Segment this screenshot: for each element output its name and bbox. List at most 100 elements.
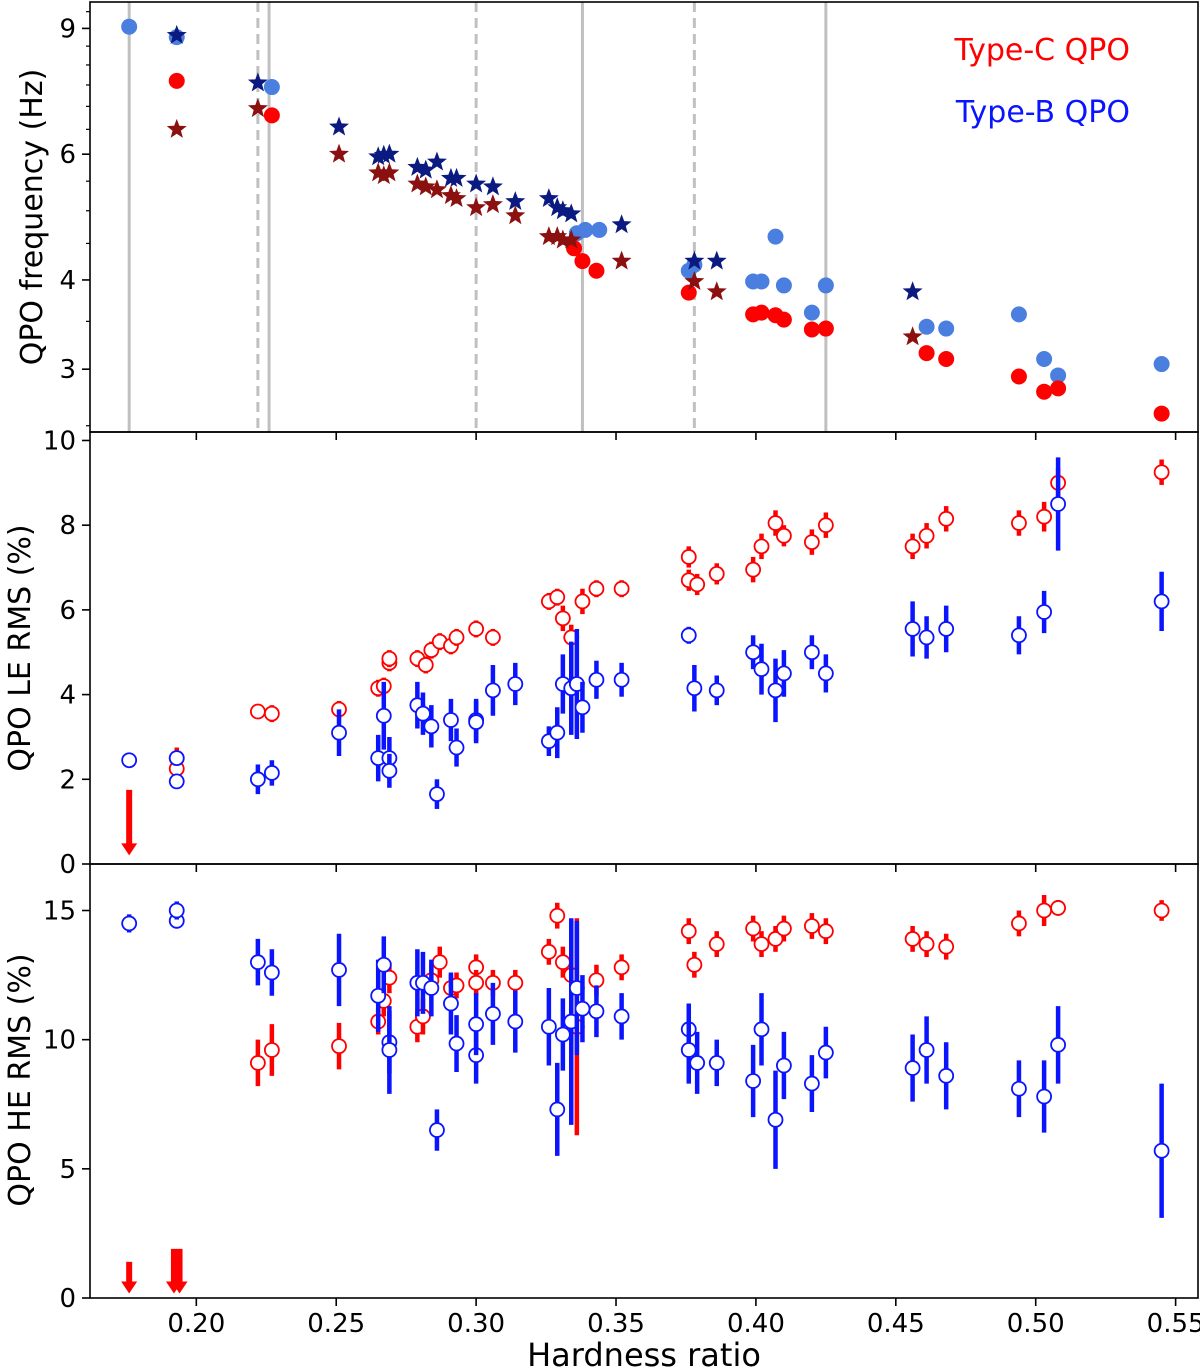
y-tick-label: 0 bbox=[59, 850, 76, 880]
data-point-open bbox=[415, 705, 431, 722]
upper-limit-arrow-head bbox=[121, 1281, 138, 1294]
data-star bbox=[902, 281, 923, 301]
y-tick-label: 4 bbox=[59, 266, 76, 296]
data-point-open bbox=[680, 627, 697, 644]
data-star bbox=[446, 188, 467, 208]
data-point bbox=[938, 320, 955, 337]
data-point-open bbox=[1011, 515, 1027, 531]
x-tick-label: 0.50 bbox=[1007, 1309, 1065, 1339]
data-point bbox=[817, 320, 834, 337]
data-point-open bbox=[613, 1008, 630, 1025]
data-point-open bbox=[753, 936, 770, 952]
data-point-open bbox=[448, 629, 465, 646]
data-point-open bbox=[1011, 627, 1027, 644]
data-point-open bbox=[249, 1055, 266, 1071]
data-point bbox=[680, 284, 697, 301]
data-point-open bbox=[918, 527, 935, 544]
data-star bbox=[446, 167, 467, 187]
data-star bbox=[538, 226, 559, 246]
data-point-open bbox=[1050, 496, 1067, 512]
data-point-open bbox=[249, 954, 266, 971]
data-point-open bbox=[263, 964, 280, 981]
data-point bbox=[1050, 367, 1067, 384]
top-panel: 3 4 6 9 QPO frequency (Hz) Type-C QPO Type-… bbox=[15, 1, 1199, 440]
data-point-open bbox=[381, 762, 398, 779]
data-point-open bbox=[431, 954, 448, 971]
y-tick-label: 9 bbox=[59, 14, 76, 44]
data-point-open bbox=[817, 517, 834, 534]
data-point bbox=[767, 228, 784, 245]
data-star bbox=[426, 151, 447, 171]
data-point-open bbox=[263, 705, 280, 722]
bottom-data-marks bbox=[121, 895, 1170, 1294]
data-point bbox=[803, 321, 820, 338]
data-point-open bbox=[588, 1003, 605, 1020]
data-star bbox=[902, 326, 923, 346]
data-star bbox=[482, 176, 503, 196]
data-star bbox=[684, 271, 705, 290]
data-point-open bbox=[904, 621, 921, 637]
data-point-open bbox=[1153, 593, 1170, 610]
data-point-open bbox=[249, 703, 266, 720]
data-point-open bbox=[381, 650, 398, 667]
bottom-x-ticks: 0.20 0.25 0.30 0.35 0.40 0.45 0.50 0.55 bbox=[167, 1298, 1200, 1339]
data-point bbox=[775, 277, 792, 294]
data-star bbox=[379, 143, 400, 163]
data-point-open bbox=[904, 1060, 921, 1076]
y-tick-label: 8 bbox=[59, 511, 76, 541]
data-point-open bbox=[803, 644, 820, 661]
data-point-open bbox=[680, 549, 697, 565]
y-tick-label: 5 bbox=[59, 1155, 76, 1185]
data-point-open bbox=[263, 765, 280, 781]
top-y-axis-label: QPO frequency (Hz) bbox=[15, 69, 50, 366]
data-point-open bbox=[549, 1101, 566, 1118]
data-point-open bbox=[938, 938, 955, 955]
data-point-open bbox=[448, 1035, 465, 1052]
data-point-open bbox=[507, 1013, 524, 1030]
middle-y-ticks: 0 2 4 6 8 10 bbox=[43, 426, 90, 880]
data-point-open bbox=[549, 589, 566, 606]
data-point-open bbox=[574, 699, 591, 716]
data-point-open bbox=[1011, 915, 1027, 932]
data-star bbox=[611, 214, 632, 234]
data-star bbox=[368, 146, 389, 166]
data-point-open bbox=[613, 671, 630, 688]
data-point-open bbox=[613, 959, 630, 976]
data-point-open bbox=[1050, 1036, 1067, 1053]
data-point-open bbox=[574, 1000, 591, 1017]
data-point-open bbox=[708, 1055, 725, 1071]
data-point-open bbox=[753, 1021, 770, 1038]
data-point-open bbox=[938, 621, 955, 637]
y-tick-label: 10 bbox=[43, 426, 76, 456]
data-point-open bbox=[918, 629, 935, 646]
data-point-open bbox=[423, 718, 440, 735]
data-point-open bbox=[817, 923, 834, 940]
data-star bbox=[440, 185, 461, 205]
data-point bbox=[1153, 356, 1170, 373]
data-point-open bbox=[331, 1038, 347, 1055]
data-point-open bbox=[1011, 1080, 1027, 1097]
upper-limit-arrow-head bbox=[121, 843, 138, 856]
middle-panel: 0 2 4 6 8 10 QPO LE RMS (%) bbox=[3, 426, 1199, 880]
data-star bbox=[407, 156, 428, 176]
data-star bbox=[611, 250, 632, 270]
data-point-open bbox=[904, 931, 921, 947]
data-star bbox=[561, 229, 582, 249]
data-star bbox=[373, 165, 394, 185]
data-point-open bbox=[1036, 508, 1053, 525]
data-point bbox=[1036, 383, 1053, 400]
data-point-open bbox=[263, 1042, 280, 1058]
data-point-open bbox=[468, 974, 485, 991]
data-star bbox=[505, 191, 526, 211]
data-point-open bbox=[549, 724, 566, 741]
data-point-open bbox=[168, 902, 185, 919]
middle-x-ticks bbox=[195, 864, 1177, 872]
data-point-open bbox=[540, 943, 557, 960]
data-point-open bbox=[686, 680, 703, 697]
y-tick-label: 2 bbox=[59, 765, 76, 795]
data-point-open bbox=[375, 707, 392, 724]
data-point bbox=[803, 304, 820, 321]
data-point-open bbox=[417, 657, 434, 673]
data-star bbox=[684, 250, 705, 270]
